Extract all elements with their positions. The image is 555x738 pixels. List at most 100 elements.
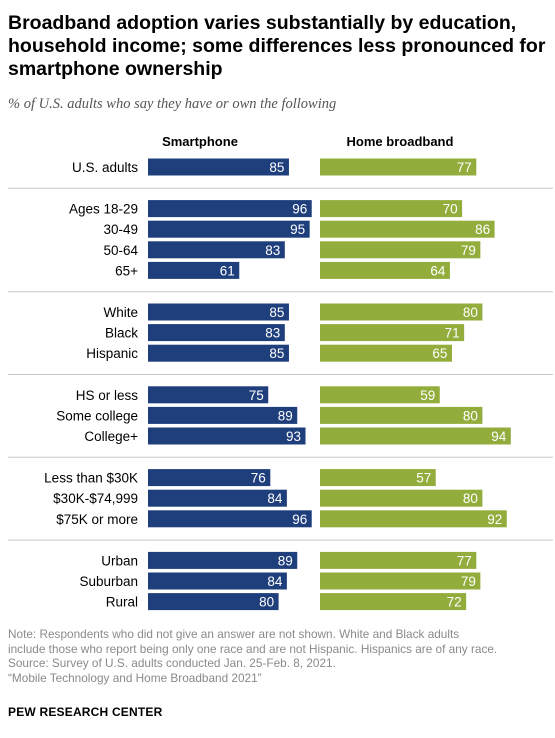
broadband-value-label: 70 <box>443 202 458 217</box>
smartphone-value-label: 89 <box>278 408 293 423</box>
category-label: Less than $30K <box>44 471 138 486</box>
smartphone-bar <box>148 593 279 611</box>
broadband-bar <box>320 469 436 487</box>
smartphone-bar <box>148 344 289 362</box>
broadband-bar <box>320 200 463 218</box>
category-label: $30K-$74,999 <box>53 491 138 506</box>
chart-row: HS or less 75 59 <box>76 386 440 404</box>
broadband-bar <box>320 406 483 424</box>
chart-subtitle: % of U.S. adults who say they have or ow… <box>8 96 337 112</box>
report-title-line: “Mobile Technology and Home Broadband 20… <box>8 670 262 685</box>
broadband-bar <box>320 220 495 238</box>
smartphone-value-label: 84 <box>267 491 283 506</box>
chart-row: 65+ 61 64 <box>115 261 450 279</box>
smartphone-value-label: 83 <box>265 326 280 341</box>
smartphone-bar <box>148 551 298 569</box>
chart-row: 30-49 95 86 <box>103 220 495 238</box>
smartphone-value-label: 95 <box>290 222 305 237</box>
broadband-bar <box>320 572 481 590</box>
smartphone-value-label: 84 <box>267 574 283 589</box>
smartphone-bar <box>148 200 312 218</box>
broadband-bar <box>320 324 465 342</box>
chart-row: U.S. adults 85 77 <box>72 158 477 176</box>
chart-title: Broadband adoption varies substantially … <box>8 12 546 80</box>
smartphone-bar <box>148 510 312 528</box>
broadband-bar <box>320 489 483 507</box>
chart-row: White 85 80 <box>103 303 483 321</box>
broadband-value-label: 79 <box>461 243 476 258</box>
broadband-bar <box>320 344 452 362</box>
chart-rows: U.S. adults 85 77 Ages 18-29 96 70 30-49 95 86 50… <box>44 158 511 611</box>
broadband-value-label: 72 <box>447 595 462 610</box>
series-headers: Smartphone Home broadband <box>162 134 453 149</box>
broadband-bar <box>320 261 450 279</box>
chart-row: Ages 18-29 96 70 <box>69 200 463 218</box>
broadband-value-label: 57 <box>416 471 431 486</box>
category-label: 50-64 <box>103 243 138 258</box>
broadband-bar <box>320 593 467 611</box>
category-label: White <box>103 305 138 320</box>
broadband-value-label: 79 <box>461 574 476 589</box>
category-label: College+ <box>84 429 138 444</box>
broadband-bar <box>320 386 440 404</box>
smartphone-value-label: 61 <box>220 263 235 278</box>
smartphone-bar <box>148 406 298 424</box>
chart-row: Urban 89 77 <box>101 551 477 569</box>
source-line: Source: Survey of U.S. adults conducted … <box>8 656 336 671</box>
chart-row: Rural 80 72 <box>106 593 467 611</box>
broadband-value-label: 77 <box>457 160 472 175</box>
broadband-value-label: 77 <box>457 553 472 568</box>
category-label: Urban <box>101 553 138 568</box>
broadband-value-label: 80 <box>463 491 478 506</box>
smartphone-bar <box>148 220 310 238</box>
category-label: Black <box>105 326 138 341</box>
broadband-bar <box>320 158 477 176</box>
smartphone-value-label: 75 <box>249 388 264 403</box>
category-label: Rural <box>106 595 138 610</box>
smartphone-value-label: 93 <box>286 429 301 444</box>
broadband-value-label: 94 <box>491 429 507 444</box>
chart-row: $75K or more 96 92 <box>56 510 507 528</box>
chart-row: Some college 89 80 <box>56 406 483 424</box>
smartphone-bar <box>148 324 285 342</box>
broadband-value-label: 65 <box>432 346 447 361</box>
broadband-bar <box>320 427 511 445</box>
broadband-value-label: 64 <box>430 263 446 278</box>
category-label: Some college <box>56 408 138 423</box>
smartphone-bar <box>148 261 240 279</box>
broadband-value-label: 59 <box>420 388 435 403</box>
chart-row: Black 83 71 <box>105 324 465 342</box>
smartphone-bar <box>148 303 289 321</box>
group-separators <box>8 187 553 541</box>
broadband-bar <box>320 551 477 569</box>
category-label: 30-49 <box>103 222 138 237</box>
smartphone-value-label: 89 <box>278 553 293 568</box>
category-label: Ages 18-29 <box>69 202 138 217</box>
chart-row: 50-64 83 79 <box>103 241 481 259</box>
smartphone-bar <box>148 427 306 445</box>
smartphone-bar <box>148 469 271 487</box>
smartphone-value-label: 85 <box>269 160 284 175</box>
pew-logo-text: PEW RESEARCH CENTER <box>8 705 163 719</box>
broadband-value-label: 92 <box>487 512 502 527</box>
series-header-1: Home broadband <box>347 134 454 149</box>
bar-chart: Smartphone Home broadband U.S. adults 85 77… <box>8 134 553 611</box>
category-label: 65+ <box>115 263 138 278</box>
smartphone-bar <box>148 241 285 259</box>
category-label: $75K or more <box>56 512 138 527</box>
smartphone-value-label: 76 <box>251 471 266 486</box>
chart-row: Suburban 84 79 <box>79 572 481 590</box>
series-header-0: Smartphone <box>162 134 238 149</box>
smartphone-value-label: 85 <box>269 346 284 361</box>
smartphone-value-label: 83 <box>265 243 280 258</box>
chart-notes: Note: Respondents who did not give an an… <box>8 627 553 685</box>
note-line: include those who report being only one … <box>8 641 498 656</box>
note-line: Note: Respondents who did not give an an… <box>8 627 460 641</box>
broadband-value-label: 80 <box>463 408 478 423</box>
smartphone-value-label: 85 <box>269 305 284 320</box>
chart-row: Hispanic 85 65 <box>86 344 452 362</box>
category-label: HS or less <box>76 388 139 403</box>
chart-row: Less than $30K 76 57 <box>44 469 436 487</box>
chart-row: $30K-$74,999 84 80 <box>53 489 483 507</box>
broadband-bar <box>320 241 481 259</box>
